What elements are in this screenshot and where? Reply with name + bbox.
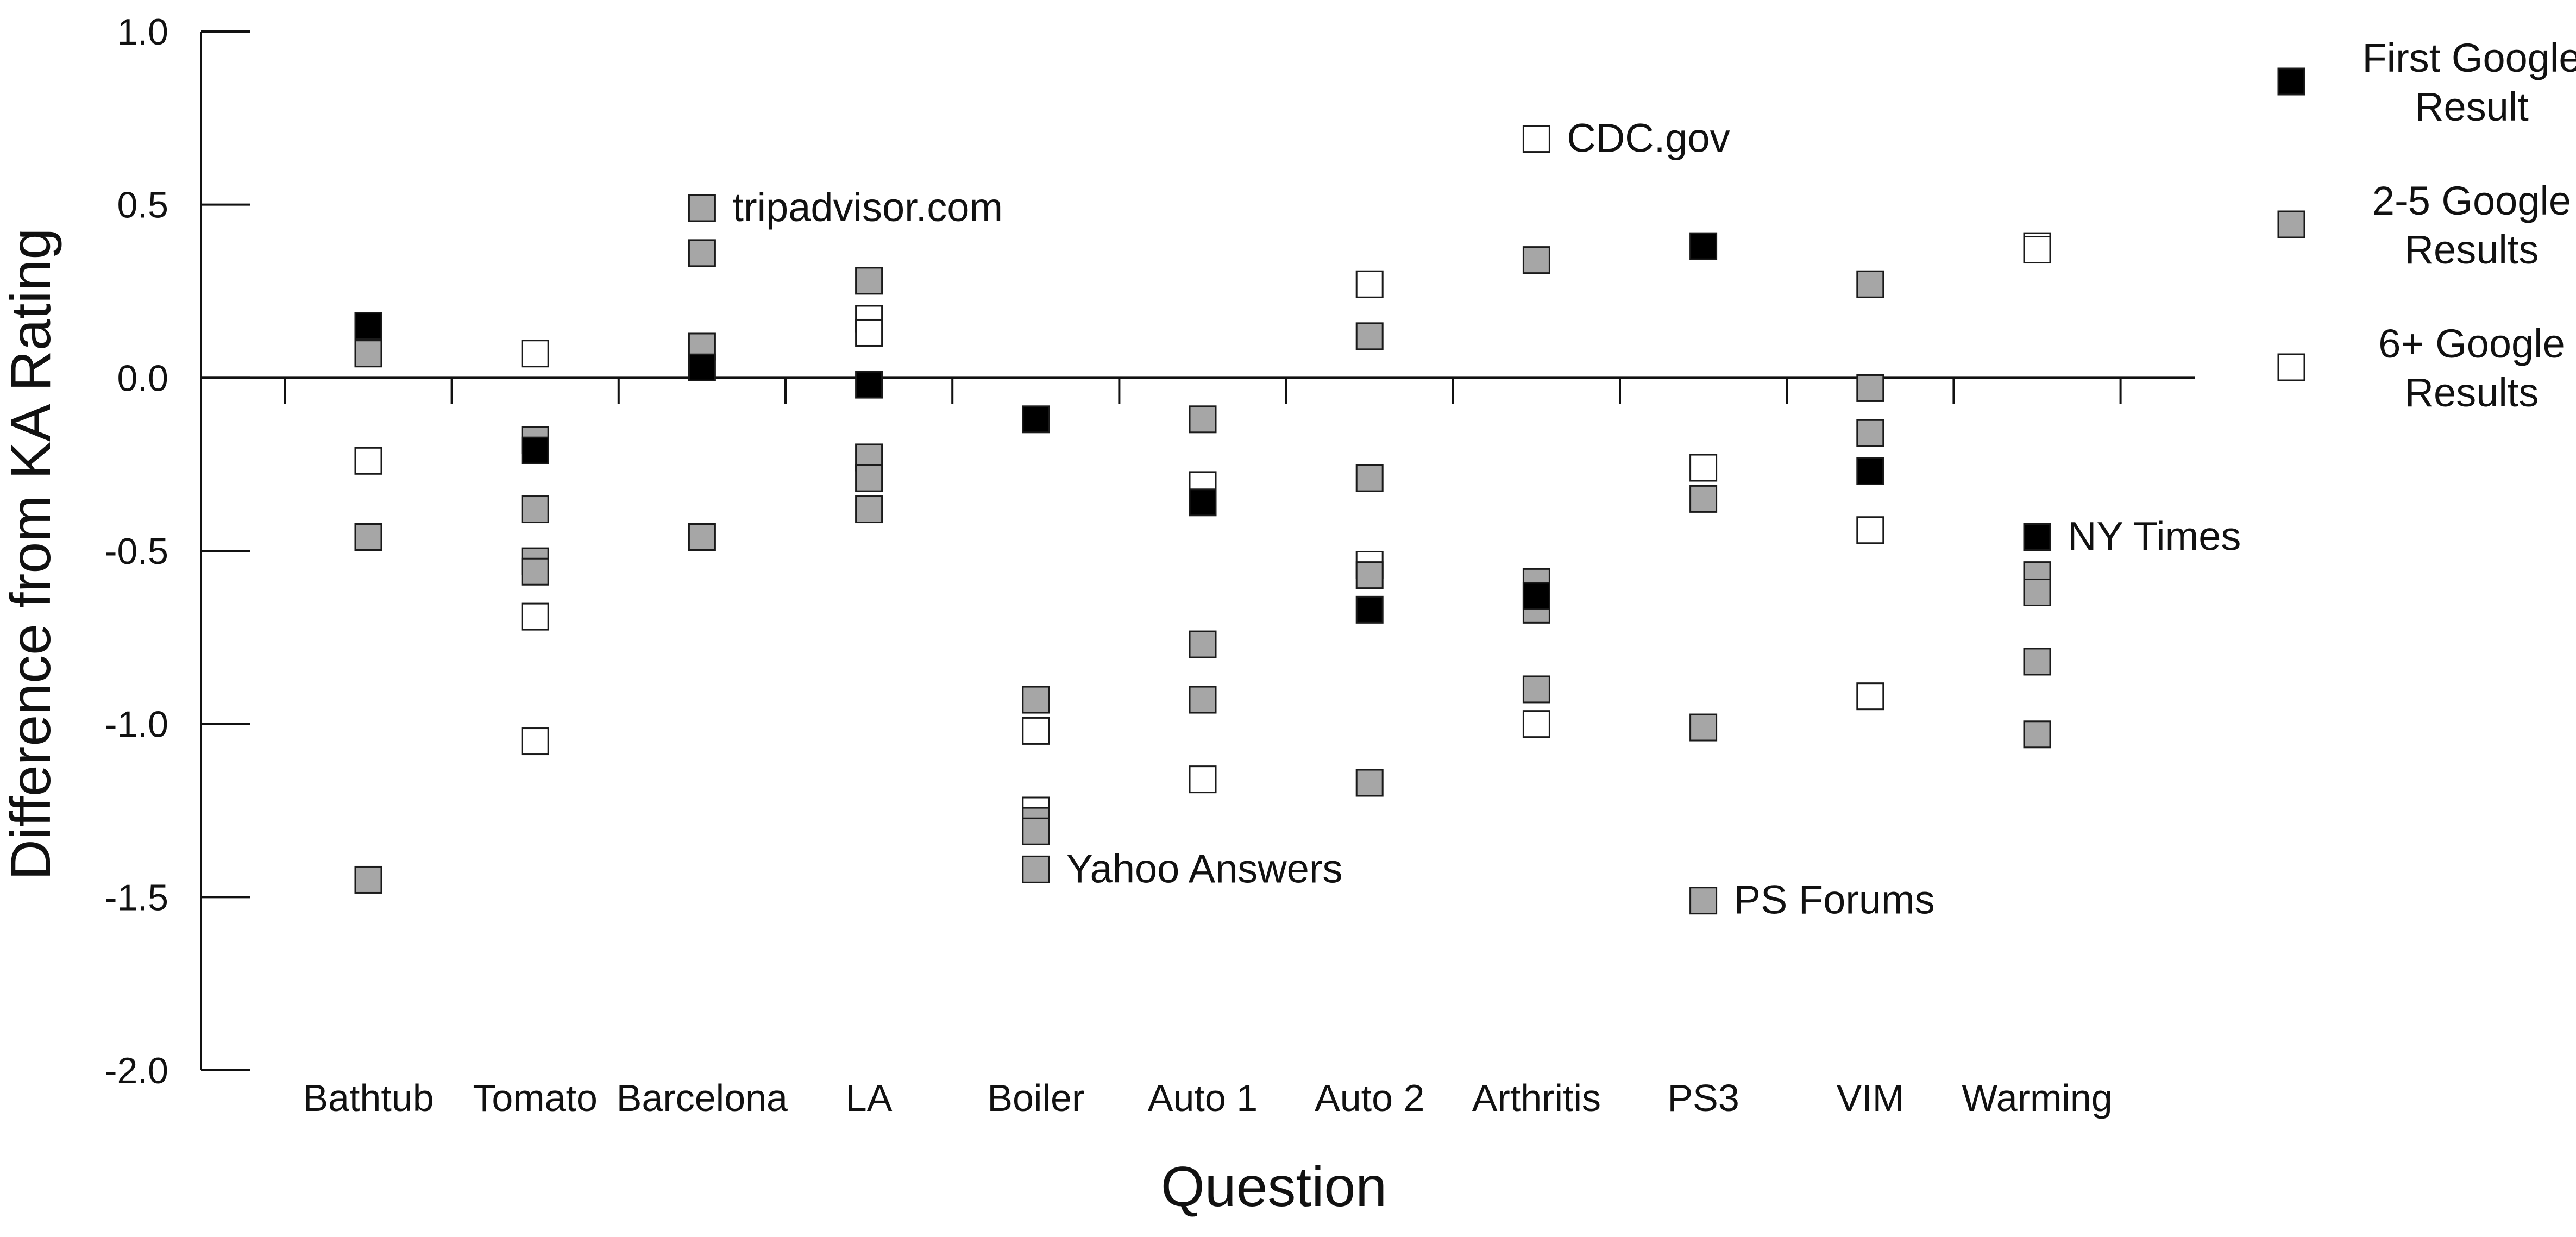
legend-label: 2-5 Google xyxy=(2372,178,2571,223)
data-point xyxy=(354,312,382,340)
data-point xyxy=(1355,464,1384,492)
data-point xyxy=(1856,516,1884,544)
legend-label: First Google xyxy=(2362,35,2576,80)
data-point xyxy=(1189,765,1217,794)
annotation-label: Yahoo Answers xyxy=(1066,846,1343,891)
data-point xyxy=(1689,485,1718,513)
data-point xyxy=(521,495,549,524)
y-tick-label: -0.5 xyxy=(105,531,168,572)
data-point xyxy=(1522,710,1550,738)
x-category-label: Auto 1 xyxy=(1148,1077,1258,1119)
data-point xyxy=(688,523,716,551)
data-point xyxy=(2023,720,2051,749)
data-point xyxy=(1856,419,1884,447)
x-categories: Bathtub Tomato Barcelona LA Boiler Auto 1 Auto… xyxy=(303,1077,2112,1119)
x-axis-title: Question xyxy=(1161,1156,1387,1219)
legend-swatch xyxy=(2277,210,2305,238)
y-tick-label: -2.0 xyxy=(105,1050,168,1091)
data-point xyxy=(2023,648,2051,676)
data-point xyxy=(521,602,549,631)
data-point xyxy=(1189,630,1217,658)
data-point xyxy=(1022,855,1050,883)
data-point xyxy=(855,464,883,492)
x-category-label: PS3 xyxy=(1667,1077,1739,1119)
data-point xyxy=(354,523,382,551)
annotation-label: tripadvisor.com xyxy=(732,185,1003,230)
data-point xyxy=(1522,125,1550,153)
data-point xyxy=(855,318,883,347)
x-category-label: Auto 2 xyxy=(1315,1077,1424,1119)
data-point xyxy=(688,353,716,381)
data-point xyxy=(521,340,549,368)
y-tick-label: 1.0 xyxy=(117,11,168,53)
data-point xyxy=(1689,887,1718,915)
data-point xyxy=(2023,236,2051,264)
data-point xyxy=(354,340,382,368)
legend-label: Result xyxy=(2415,84,2529,129)
data-point xyxy=(1355,322,1384,350)
data-point xyxy=(1689,232,1718,260)
legend-label: Results xyxy=(2405,227,2539,272)
annotation-label: PS Forums xyxy=(1734,877,1935,922)
data-point xyxy=(521,436,549,464)
data-point xyxy=(2023,578,2051,606)
x-category-label: Boiler xyxy=(987,1077,1084,1119)
data-point xyxy=(1355,769,1384,797)
data-point xyxy=(1856,374,1884,402)
data-point xyxy=(1522,246,1550,274)
x-category-label: Warming xyxy=(1962,1077,2112,1119)
data-point xyxy=(855,371,883,399)
data-point xyxy=(1022,817,1050,845)
data-point xyxy=(688,194,716,222)
y-tick-label: -1.0 xyxy=(105,704,168,745)
data-point xyxy=(1522,582,1550,610)
data-point xyxy=(1522,675,1550,704)
data-point xyxy=(1355,270,1384,298)
data-point xyxy=(354,447,382,475)
data-point xyxy=(1856,270,1884,298)
annotation-label: NY Times xyxy=(2068,514,2241,559)
data-point xyxy=(1689,713,1718,742)
y-tick-label: 0.0 xyxy=(117,357,168,399)
data-point xyxy=(1856,682,1884,711)
legend-label: 6+ Google xyxy=(2378,321,2565,366)
data-point xyxy=(1355,561,1384,589)
data-point xyxy=(1189,405,1217,434)
data-point xyxy=(2023,523,2051,551)
data-point xyxy=(1022,686,1050,714)
legend-swatch xyxy=(2277,67,2305,96)
data-point xyxy=(521,557,549,586)
legend-label: Results xyxy=(2405,370,2539,415)
x-category-label: Tomato xyxy=(473,1077,598,1119)
x-category-label: VIM xyxy=(1837,1077,1904,1119)
legend-swatch xyxy=(2277,353,2305,381)
y-ticks: 1.0 0.5 0.0 -0.5 -1.0 -1.5 -2.0 xyxy=(105,11,250,1091)
y-tick-label: -1.5 xyxy=(105,877,168,918)
data-point xyxy=(688,239,716,267)
data-point xyxy=(1355,595,1384,624)
y-axis-title: Difference from KA Rating xyxy=(0,228,62,880)
data-point xyxy=(855,495,883,524)
data-points xyxy=(354,125,2051,915)
data-point xyxy=(855,267,883,295)
annotations: tripadvisor.com CDC.gov Yahoo Answers PS Fo… xyxy=(732,116,2241,922)
data-point xyxy=(1856,457,1884,485)
data-point xyxy=(1189,488,1217,517)
data-point xyxy=(1689,454,1718,482)
x-category-label: Barcelona xyxy=(617,1077,788,1119)
x-category-label: Bathtub xyxy=(303,1077,433,1119)
data-point xyxy=(1022,405,1050,434)
data-point xyxy=(1189,686,1217,714)
annotation-label: CDC.gov xyxy=(1567,116,1730,161)
y-tick-label: 0.5 xyxy=(117,185,168,226)
data-point xyxy=(521,727,549,756)
x-category-label: Arthritis xyxy=(1472,1077,1601,1119)
data-point xyxy=(1022,717,1050,745)
x-category-label: LA xyxy=(846,1077,893,1119)
data-point xyxy=(354,865,382,894)
